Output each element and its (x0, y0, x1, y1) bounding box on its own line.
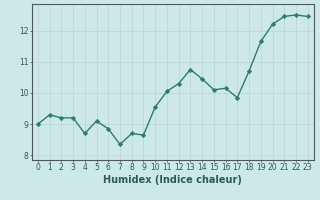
X-axis label: Humidex (Indice chaleur): Humidex (Indice chaleur) (103, 175, 242, 185)
